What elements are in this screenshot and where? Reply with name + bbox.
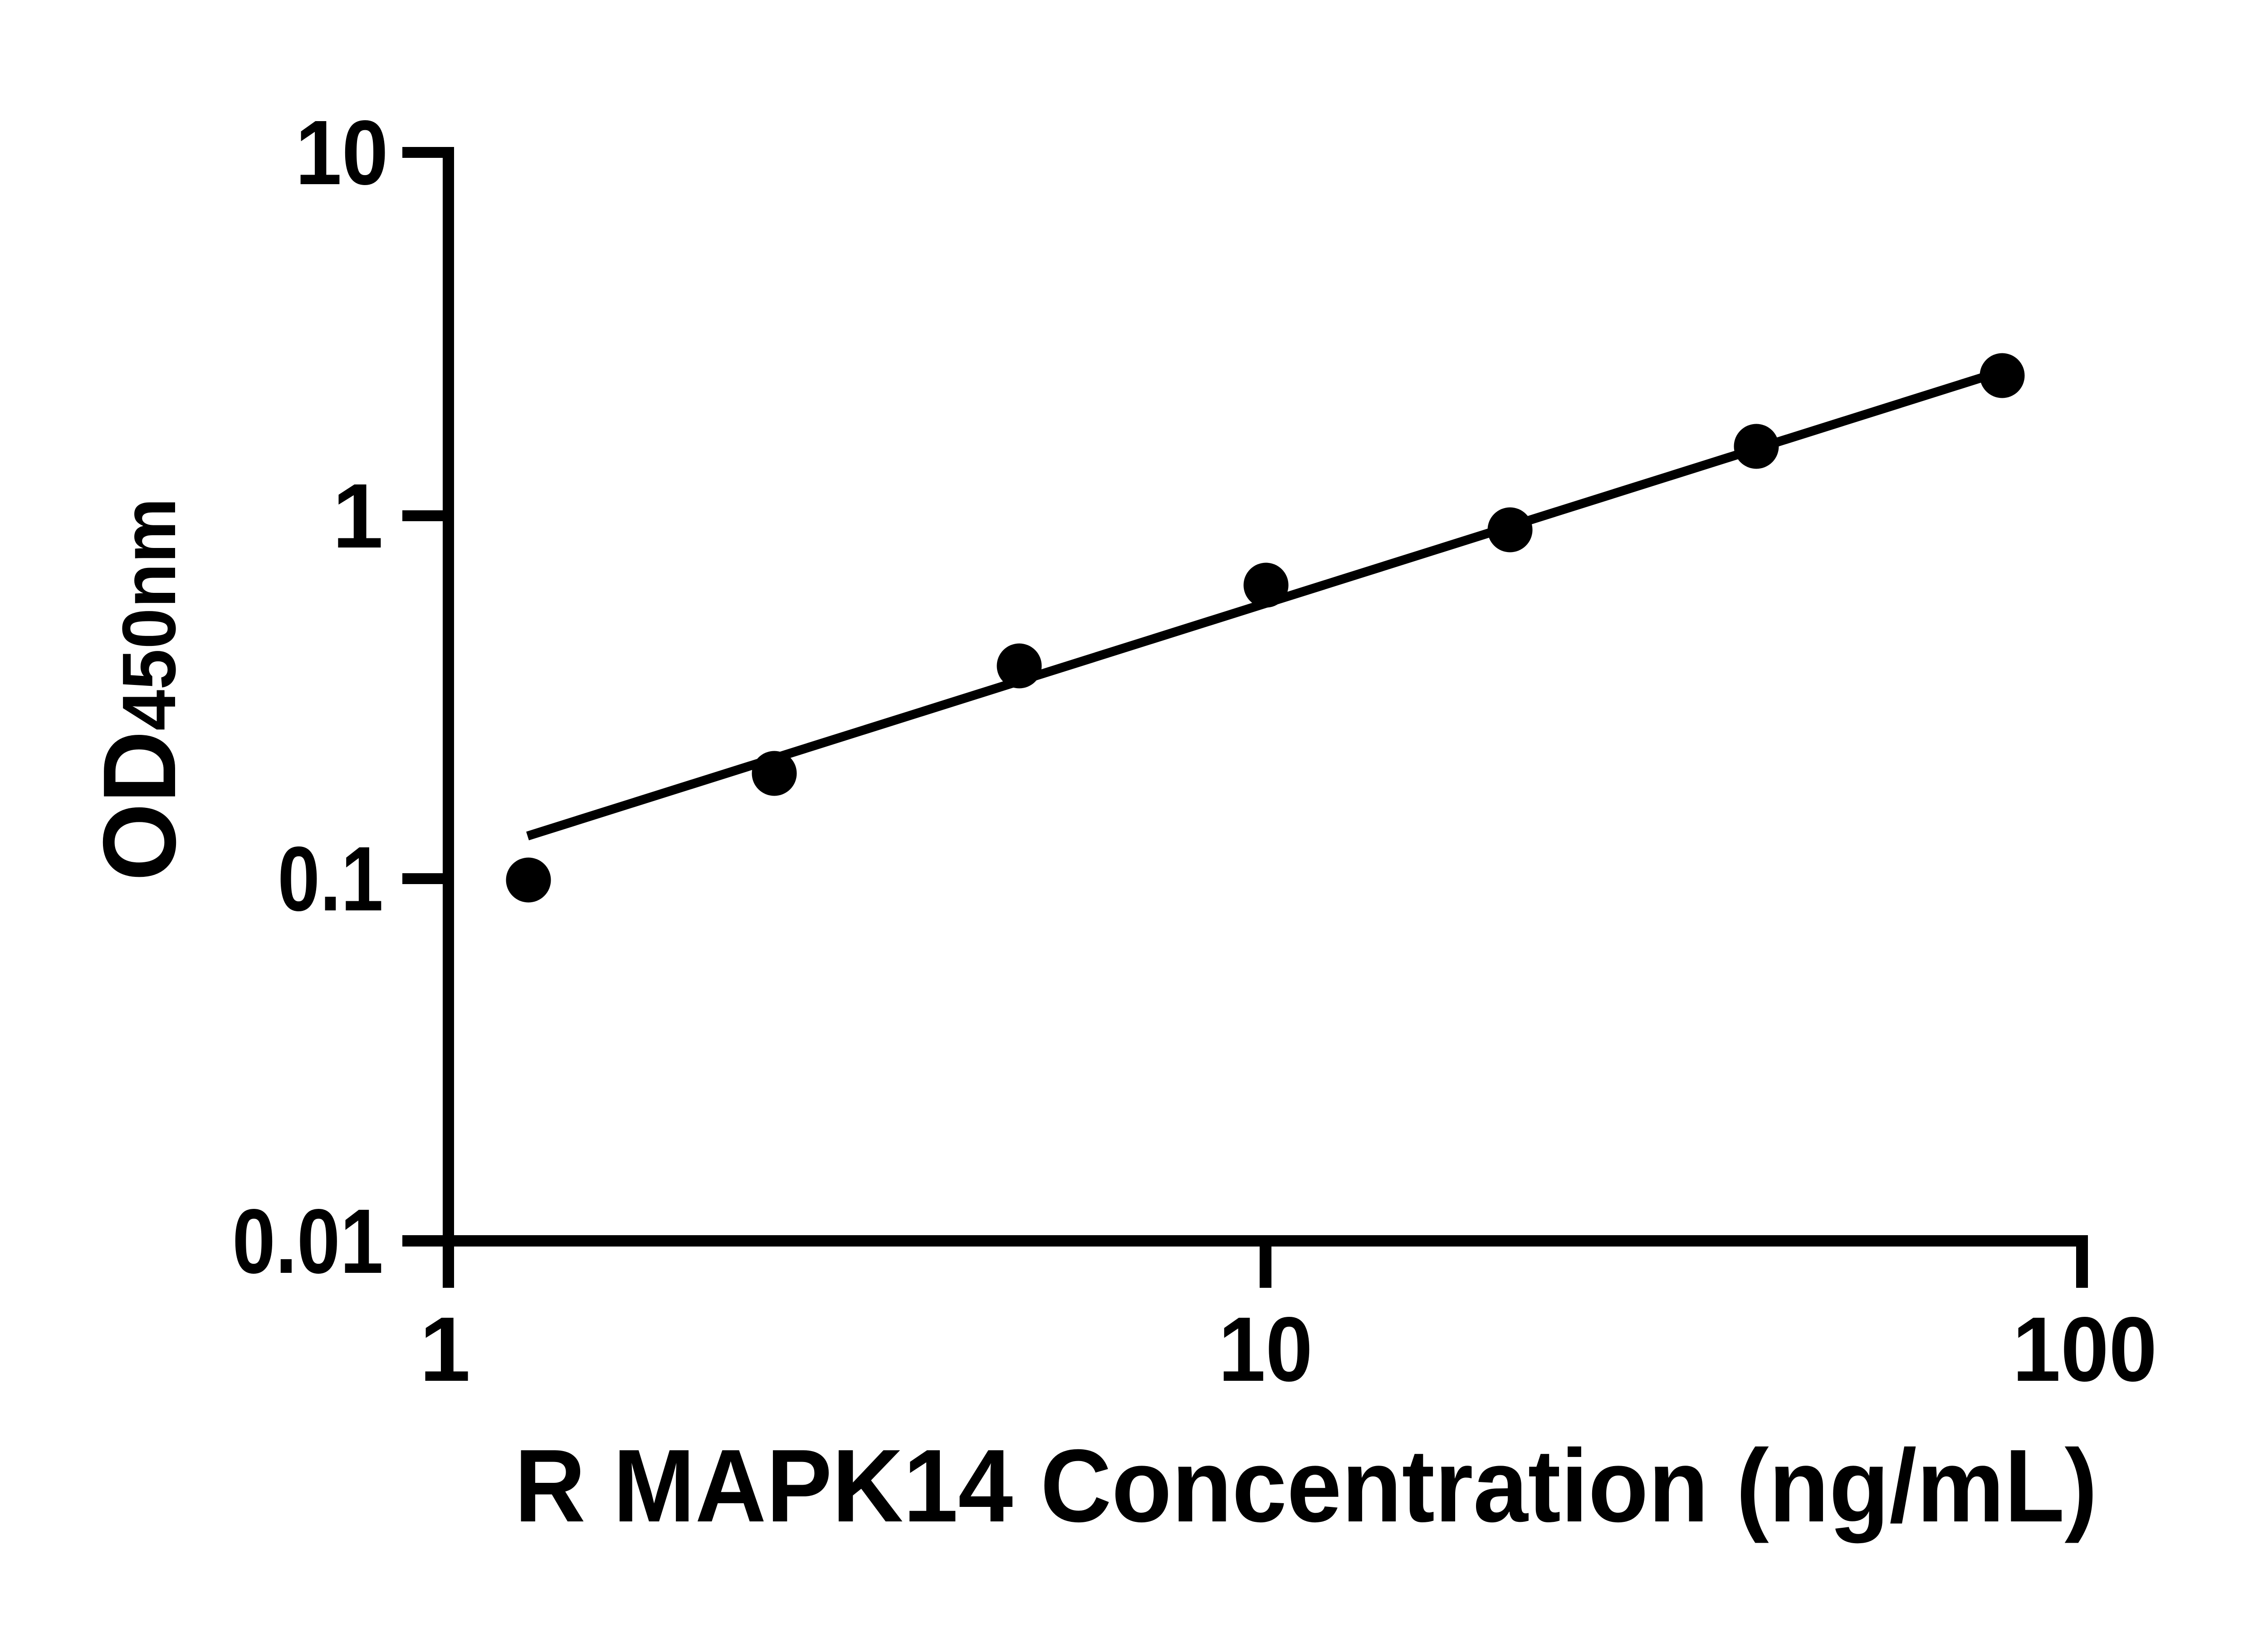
svg-text:10: 10 — [1218, 1298, 1313, 1400]
svg-text:0.1: 0.1 — [278, 827, 383, 930]
svg-text:1: 1 — [420, 1298, 470, 1400]
svg-text:R MAPK14 Concentration (ng/mL): R MAPK14 Concentration (ng/mL) — [514, 1428, 2097, 1544]
svg-text:1: 1 — [332, 464, 383, 567]
svg-text:0.01: 0.01 — [232, 1190, 383, 1292]
svg-text:100: 100 — [2013, 1298, 2157, 1400]
svg-text:10: 10 — [295, 101, 388, 204]
